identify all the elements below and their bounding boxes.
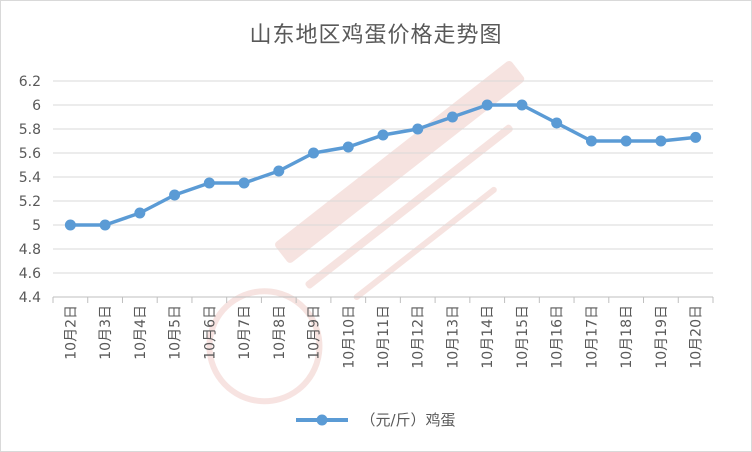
x-tick-label: 10月15日: [515, 305, 531, 369]
y-tick-label: 5.8: [19, 122, 41, 138]
chart-title: 山东地区鸡蛋价格走势图: [249, 23, 503, 48]
series-line: [70, 103, 696, 227]
x-tick-label: 10月8日: [272, 305, 288, 360]
x-tick-label: 10月4日: [133, 305, 149, 360]
y-tick-label: 5.4: [19, 170, 41, 186]
x-tick-label: 10月20日: [689, 305, 705, 369]
x-axis-ticks: 10月2日 10月3日 10月4日 10月5日 10月6日 10月7日 10月8日 10月9日…: [63, 305, 704, 369]
legend-marker: [296, 414, 349, 425]
y-tick-label: 4.8: [19, 242, 41, 258]
x-tick-label: 10月7日: [237, 305, 253, 360]
x-tick-label: 10月13日: [445, 305, 461, 369]
data-point: [64, 219, 76, 231]
y-tick-label: 5.2: [19, 194, 41, 210]
y-tick-label: 4.6: [19, 266, 41, 282]
series-line-0: [70, 103, 696, 227]
data-point: [377, 129, 389, 141]
data-point: [516, 99, 528, 111]
x-tick-label: 10月19日: [654, 305, 670, 369]
y-tick-label: 6: [32, 98, 41, 114]
x-tick-label: 10月17日: [584, 305, 600, 369]
x-tick-label: 10月16日: [550, 305, 566, 369]
data-point: [134, 207, 146, 219]
x-tick-label: 10月2日: [63, 305, 79, 360]
y-tick-label: 5.6: [19, 146, 41, 162]
y-tick-label: 6.2: [19, 74, 41, 90]
data-point: [585, 135, 597, 147]
y-tick-label: 4.4: [19, 290, 41, 306]
data-point: [308, 147, 320, 159]
data-point: [169, 189, 181, 201]
data-point: [551, 117, 563, 129]
x-tick-label: 10月3日: [98, 305, 114, 360]
data-point: [481, 99, 493, 111]
x-tick-label: 10月12日: [411, 305, 427, 369]
data-point: [655, 135, 667, 147]
data-point: [238, 177, 250, 189]
gridlines: [53, 80, 713, 298]
y-tick-label: 5: [32, 218, 41, 234]
data-point: [203, 177, 215, 189]
x-tick-label: 10月10日: [341, 305, 357, 369]
x-tick-label: 10月5日: [168, 305, 184, 360]
data-point: [446, 111, 458, 123]
x-tick-label: 10月18日: [619, 305, 635, 369]
data-point: [690, 131, 702, 143]
x-tick-label: 10月9日: [307, 305, 323, 360]
legend: （元/斤）鸡蛋: [1, 409, 751, 430]
x-axis: [52, 296, 714, 303]
x-tick-label: 10月6日: [202, 305, 218, 360]
data-point: [620, 135, 632, 147]
legend-label: （元/斤）鸡蛋: [360, 411, 456, 429]
series-points: [64, 99, 702, 231]
y-axis-ticks: 4.4 4.6 4.8 5 5.2 5.4 5.6 5.8 6 6.2: [19, 74, 41, 306]
x-tick-label: 10月14日: [480, 305, 496, 369]
x-tick-label: 10月11日: [376, 305, 392, 369]
data-point: [412, 123, 424, 135]
data-point: [342, 141, 354, 153]
data-point: [99, 219, 111, 231]
data-point: [273, 165, 285, 177]
